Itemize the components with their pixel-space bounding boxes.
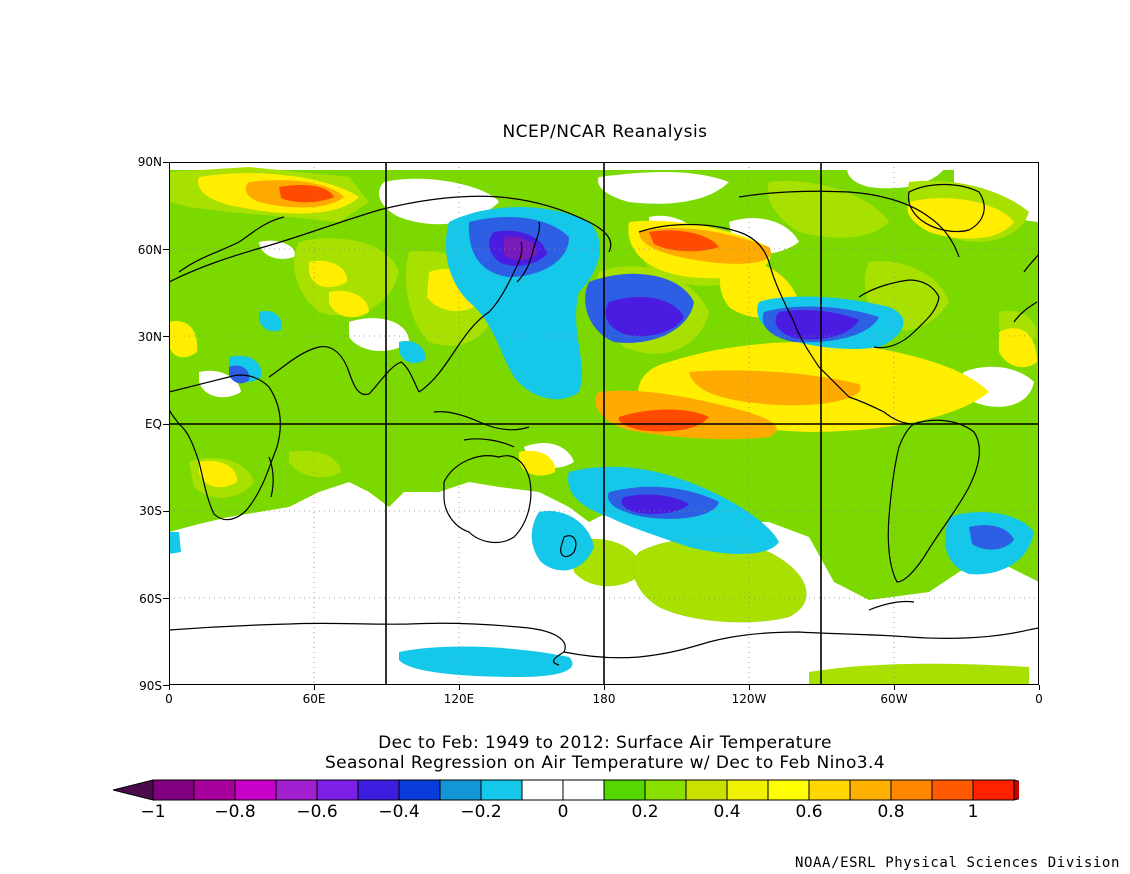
lat-label-30s: 30S bbox=[139, 504, 162, 518]
deep-purple-regions bbox=[504, 236, 537, 260]
colorbar-cell bbox=[234, 779, 277, 801]
colorbar-cell bbox=[931, 779, 974, 801]
colorbar-cell bbox=[603, 779, 646, 801]
colorbar-label: −0.4 bbox=[378, 802, 420, 822]
colorbar-label: 0.6 bbox=[795, 802, 823, 822]
colorbar-label: −1 bbox=[140, 802, 166, 822]
colorbar-cell bbox=[890, 779, 933, 801]
colorbar-cell bbox=[357, 779, 400, 801]
lon-label-60w: 60W bbox=[880, 692, 908, 706]
colorbar-cell bbox=[316, 779, 359, 801]
credit-text: NOAA/ESRL Physical Sciences Division bbox=[794, 855, 1120, 871]
colorbar-cell bbox=[193, 779, 236, 801]
subtitle-line-1: Dec to Feb: 1949 to 2012: Surface Air Te… bbox=[378, 733, 832, 753]
colorbar-low-arrow bbox=[113, 779, 154, 801]
colorbar-label: 1 bbox=[967, 802, 979, 822]
colorbar-label: −0.2 bbox=[460, 802, 502, 822]
colorbar-label: −0.6 bbox=[296, 802, 338, 822]
colorbar-cell bbox=[275, 779, 318, 801]
colorbar-cell bbox=[562, 779, 605, 801]
colorbar-cell bbox=[644, 779, 687, 801]
lat-label-30n: 30N bbox=[137, 330, 162, 344]
lon-label-0-east: 0 bbox=[1035, 692, 1043, 706]
lon-label-120e: 120E bbox=[443, 692, 475, 706]
lat-label-60n: 60N bbox=[137, 243, 162, 257]
colorbar-cell bbox=[521, 779, 564, 801]
colorbar-label: 0 bbox=[557, 802, 569, 822]
colorbar-cell bbox=[152, 779, 195, 801]
colorbar-cell bbox=[726, 779, 769, 801]
anomaly-map bbox=[169, 162, 1039, 685]
coastlines bbox=[169, 183, 1039, 666]
colorbar-cell bbox=[849, 779, 892, 801]
reference-lines bbox=[169, 162, 1039, 685]
colorbar bbox=[113, 779, 1019, 801]
lon-label-120w: 120W bbox=[731, 692, 767, 706]
colorbar-cell bbox=[767, 779, 810, 801]
lon-label-0: 0 bbox=[165, 692, 173, 706]
colorbar-cells bbox=[113, 779, 1019, 801]
map-plot-area bbox=[169, 162, 1039, 685]
colorbar-label: 0.4 bbox=[713, 802, 741, 822]
colorbar-cell bbox=[439, 779, 482, 801]
colorbar-label: 0.2 bbox=[631, 802, 659, 822]
colorbar-cell bbox=[480, 779, 523, 801]
colorbar-cell bbox=[808, 779, 851, 801]
colorbar-high-arrow bbox=[1013, 779, 1019, 801]
lon-label-180: 180 bbox=[592, 692, 616, 706]
map-title: NCEP/NCAR Reanalysis bbox=[502, 122, 708, 142]
lat-label-60s: 60S bbox=[139, 592, 162, 606]
lon-label-60e: 60E bbox=[302, 692, 326, 706]
colorbar-cell bbox=[398, 779, 441, 801]
colorbar-cell bbox=[972, 779, 1015, 801]
red-regions bbox=[279, 185, 719, 432]
subtitle-line-2: Seasonal Regression on Air Temperature w… bbox=[324, 753, 885, 773]
lat-label-90n: 90N bbox=[137, 155, 162, 169]
lat-label-90s: 90S bbox=[139, 679, 162, 693]
colorbar-label: 0.8 bbox=[877, 802, 905, 822]
colorbar-cell bbox=[685, 779, 728, 801]
lat-label-eq: EQ bbox=[144, 417, 162, 431]
colorbar-label: −0.8 bbox=[214, 802, 256, 822]
